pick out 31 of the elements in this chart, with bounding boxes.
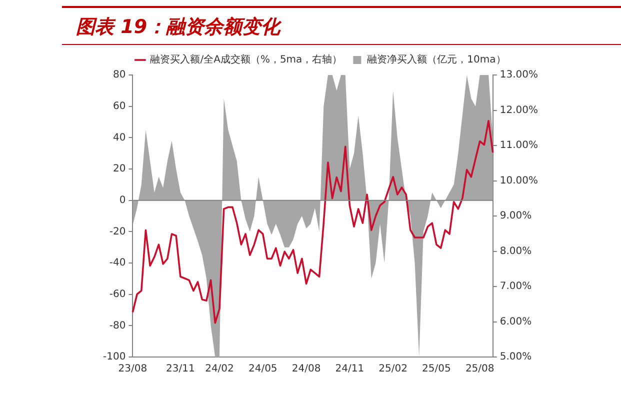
y2-tick-label: 5.00% [500, 352, 532, 363]
x-tick-label: 23/08 [118, 364, 148, 375]
y2-tick-label: 12.00% [500, 104, 538, 116]
legend-label: 融资净买入额（亿元，10ma） [367, 54, 506, 66]
y-tick-label: 20 [112, 164, 126, 175]
y2-tick-label: 6.00% [500, 316, 532, 328]
y2-tick-label: 13.00% [500, 70, 538, 81]
x-tick-label: 23/11 [166, 364, 195, 375]
x-tick-label: 25/08 [465, 364, 494, 375]
x-tick-label: 25/02 [378, 364, 408, 375]
y-tick-label: -100 [102, 352, 126, 363]
y-tick-label: -80 [109, 320, 126, 332]
y-tick-label: 80 [112, 70, 126, 81]
y2-tick-label: 9.00% [500, 210, 532, 222]
legend-label: 融资买入额/全A成交额（%，5ma，右轴） [150, 54, 342, 66]
y-tick-label: 40 [112, 132, 126, 144]
x-tick-label: 25/05 [422, 364, 451, 375]
y-tick-label: 60 [112, 100, 126, 112]
y2-tick-label: 7.00% [500, 281, 532, 292]
y-tick-label: -60 [109, 288, 126, 300]
x-tick-label: 24/05 [248, 364, 278, 375]
y2-tick-label: 10.00% [500, 175, 538, 186]
y-tick-label: 0 [119, 194, 126, 206]
y-tick-label: -40 [109, 258, 126, 269]
y2-tick-label: 8.00% [500, 246, 532, 257]
y-tick-label: -20 [109, 226, 126, 238]
x-tick-label: 24/02 [205, 364, 234, 375]
x-tick-label: 24/08 [292, 364, 321, 375]
x-tick-label: 24/11 [335, 364, 364, 375]
y2-tick-label: 11.00% [500, 140, 538, 152]
chart-title: 图表 19：融资余额变化 [62, 6, 621, 45]
